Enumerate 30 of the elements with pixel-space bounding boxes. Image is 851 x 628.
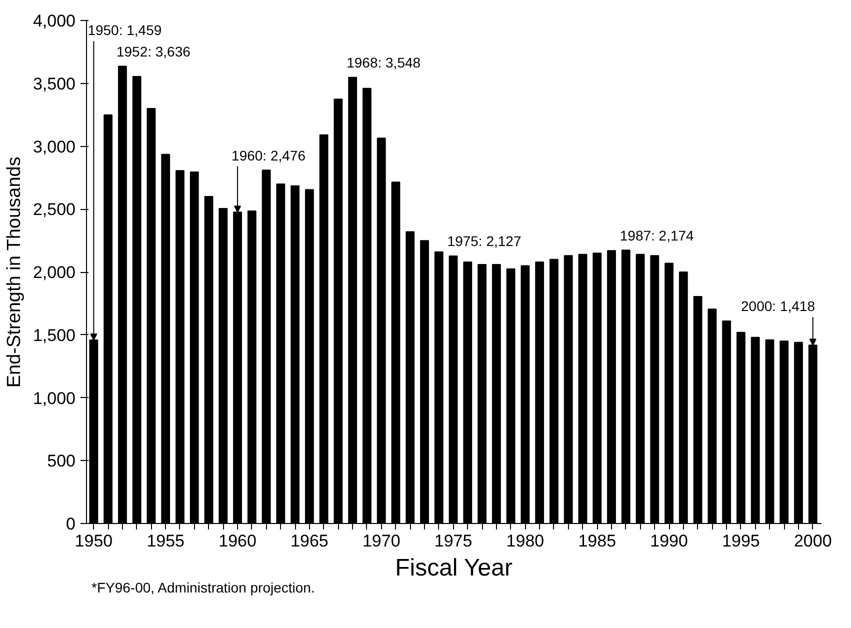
annotation: 1950: 1,459	[88, 22, 162, 38]
annotation: 1968: 3,548	[346, 54, 421, 70]
x-tick-label: 1980	[506, 532, 544, 550]
y-tick-label: 4,000	[32, 12, 76, 30]
x-tick-label: 1990	[650, 532, 688, 550]
annotation: 1960: 2,476	[232, 147, 306, 164]
x-tick-label: 1995	[722, 532, 760, 550]
x-axis-title: Fiscal Year	[395, 554, 512, 582]
x-tick-label: 1965	[290, 532, 328, 550]
y-tick-label: 0	[66, 514, 76, 534]
y-tick-label: 500	[47, 452, 76, 471]
x-tick-label: 1975	[434, 532, 472, 550]
y-tick-label: 3,500	[32, 74, 76, 94]
annotation: 1975: 2,127	[447, 233, 522, 250]
y-tick-label: 1,000	[32, 388, 76, 408]
x-tick-label: 1955	[146, 532, 185, 550]
y-tick-label: 2,000	[32, 263, 76, 282]
annotation: 1987: 2,174	[620, 227, 694, 244]
x-tick-label: 1970	[362, 532, 400, 550]
y-axis-title: End-Strength in Thousands	[4, 156, 25, 388]
y-tick-label: 3,000	[32, 137, 76, 156]
y-tick-label: 2,500	[32, 200, 76, 220]
x-tick-label: 1960	[218, 532, 256, 550]
y-tick-label: 1,500	[32, 326, 76, 345]
annotation: 1952: 3,636	[116, 43, 191, 60]
text: *FY96-00, Administration projection.	[92, 580, 315, 596]
x-tick-label: 1985	[578, 532, 616, 550]
x-tick-label: 1950	[74, 532, 113, 550]
annotation: 2000: 1,418	[741, 298, 816, 314]
x-tick-label: 2000	[794, 532, 832, 550]
